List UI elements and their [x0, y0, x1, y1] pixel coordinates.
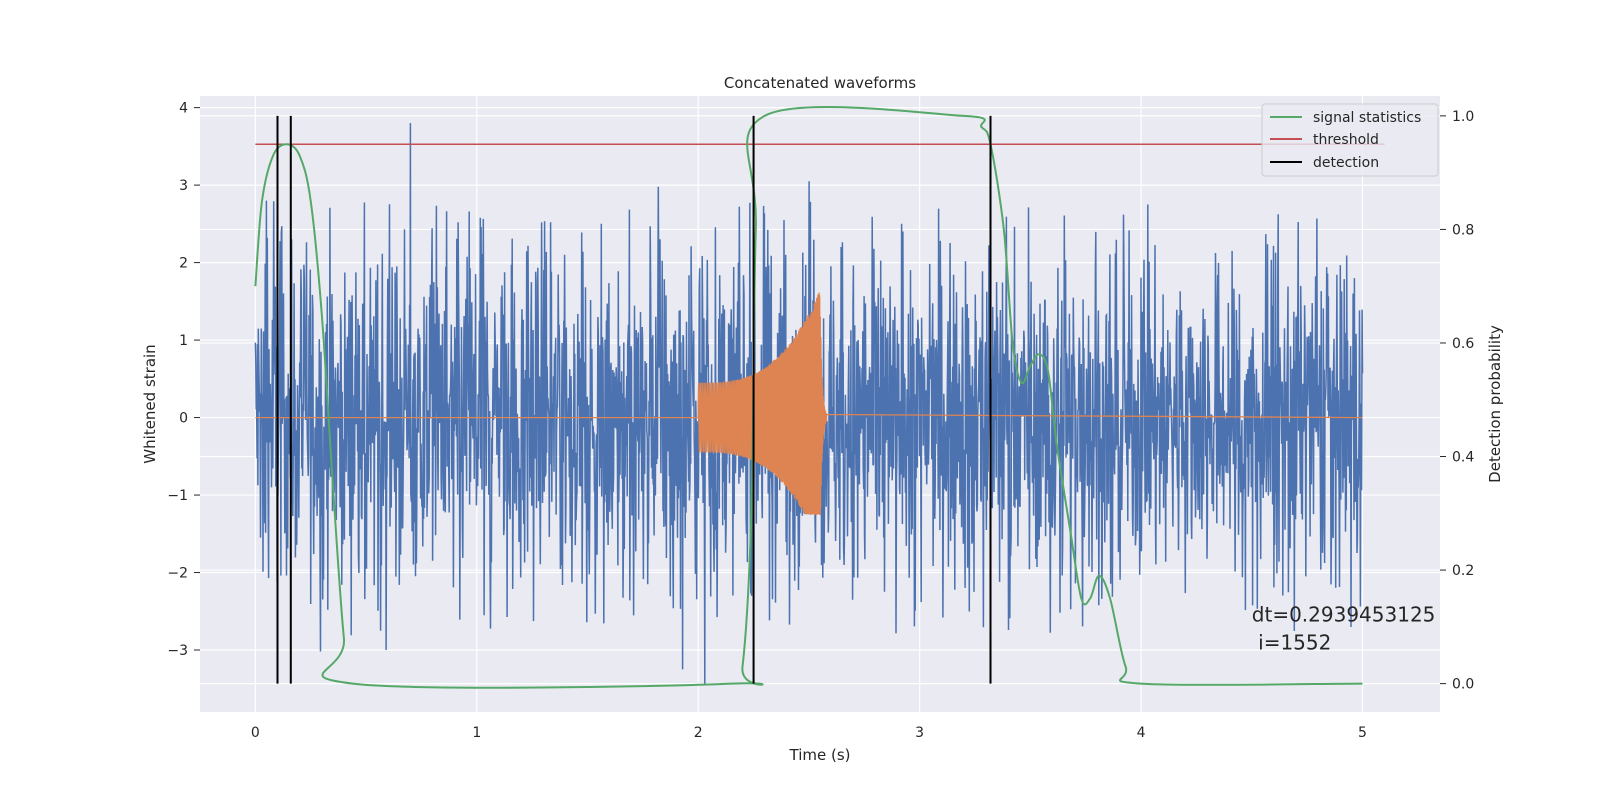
- legend-label-signal-statistics: signal statistics: [1313, 110, 1421, 126]
- y-tick-label: 4: [179, 101, 188, 117]
- legend-box: [1261, 103, 1439, 177]
- signal-series-line: [255, 292, 1363, 516]
- y-right-tick-label: 0.4: [1452, 450, 1474, 466]
- x-tick-label: 2: [694, 725, 703, 741]
- chart-title: Concatenated waveforms: [724, 74, 916, 92]
- y-right-tick-label: 0.8: [1452, 222, 1474, 238]
- y-tick-label: −1: [167, 488, 188, 504]
- y-tick-label: 0: [179, 411, 188, 427]
- y-right-tick-label: 0.6: [1452, 336, 1474, 352]
- y-axis-left-ticks: −3 −2 −1 0 1 2 3 4: [167, 101, 200, 659]
- y-tick-label: 2: [179, 256, 188, 272]
- plot-area: [254, 106, 1385, 689]
- y-axis-label: Whitened strain: [141, 344, 159, 463]
- x-tick-label: 1: [472, 725, 481, 741]
- y-tick-label: −3: [167, 643, 188, 659]
- signal-statistics-line: [254, 106, 1363, 689]
- legend-label-detection: detection: [1313, 155, 1379, 171]
- annotation-index: i=1552: [1252, 630, 1332, 654]
- legend-label-threshold: threshold: [1313, 132, 1379, 148]
- y-tick-label: −2: [167, 566, 188, 582]
- annotation-dt: dt=0.2939453125: [1252, 602, 1436, 626]
- y-axis-right-ticks: 0.0 0.2 0.4 0.6 0.8 1.0: [1440, 109, 1474, 693]
- noise-series-line: [254, 123, 1364, 685]
- y-right-tick-label: 0.0: [1452, 677, 1474, 693]
- x-tick-label: 4: [1137, 725, 1146, 741]
- y-tick-label: 3: [179, 178, 188, 194]
- y-right-tick-label: 0.2: [1452, 563, 1474, 579]
- y-axis-right-label: Detection probability: [1486, 325, 1504, 483]
- legend: signal statistics threshold detection: [1261, 103, 1439, 177]
- detection-lines: [276, 115, 992, 684]
- x-axis-ticks: 0 1 2 3 4 5: [251, 725, 1367, 741]
- x-tick-label: 0: [251, 725, 260, 741]
- x-tick-label: 3: [915, 725, 924, 741]
- y-right-tick-label: 1.0: [1452, 109, 1474, 125]
- y-tick-label: 1: [179, 333, 188, 349]
- x-tick-label: 5: [1358, 725, 1367, 741]
- x-axis-label: Time (s): [789, 746, 851, 764]
